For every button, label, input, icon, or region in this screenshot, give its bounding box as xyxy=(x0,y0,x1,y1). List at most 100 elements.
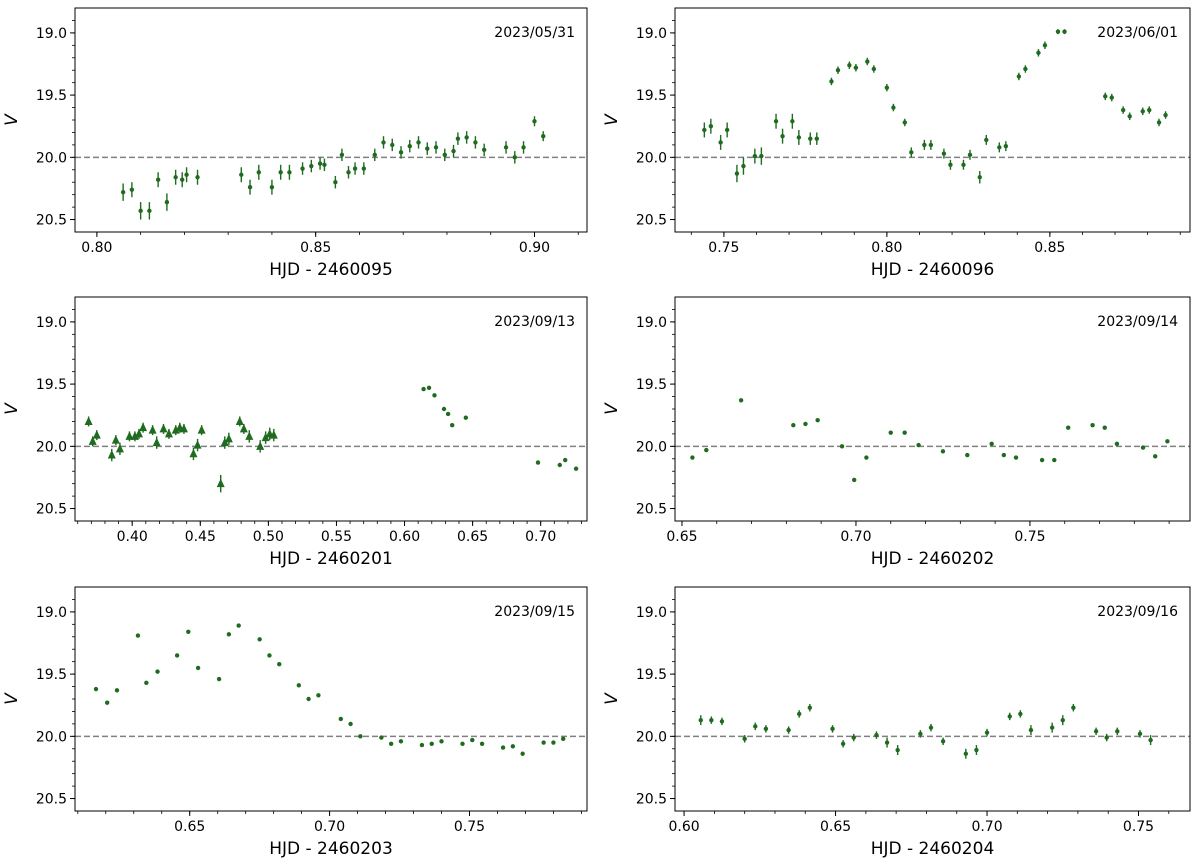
data-point xyxy=(871,66,877,72)
y-tick-label: 19.5 xyxy=(636,88,667,104)
data-point xyxy=(520,751,525,756)
data-point xyxy=(1104,735,1109,740)
data-point xyxy=(226,632,232,637)
data-point xyxy=(922,142,927,148)
data-point xyxy=(1055,29,1061,34)
data-point xyxy=(895,747,900,753)
data-point-triangle xyxy=(152,437,161,447)
data-point xyxy=(155,177,161,182)
data-point xyxy=(1036,50,1041,55)
data-point xyxy=(300,166,305,171)
data-point-triangle xyxy=(88,436,97,445)
data-point-triangle xyxy=(216,478,225,488)
y-axis-label: V xyxy=(2,402,22,415)
data-point xyxy=(797,711,802,717)
data-point xyxy=(239,172,244,177)
data-point xyxy=(257,637,262,642)
data-point xyxy=(1039,457,1045,463)
data-point xyxy=(500,745,506,750)
data-point-triangle xyxy=(115,443,124,453)
data-point xyxy=(463,415,469,420)
data-point xyxy=(780,133,785,139)
data-point xyxy=(1018,711,1023,717)
y-tick-label: 19.5 xyxy=(636,377,667,393)
data-point xyxy=(439,739,444,744)
data-point xyxy=(851,735,856,740)
data-point xyxy=(1165,439,1170,444)
data-point xyxy=(1102,425,1107,430)
data-point xyxy=(381,140,386,145)
data-point-triangle xyxy=(256,441,265,450)
data-point xyxy=(481,147,487,153)
data-point xyxy=(724,127,730,133)
data-point-triangle xyxy=(164,428,173,438)
data-point xyxy=(470,737,475,743)
data-point-triangle xyxy=(239,423,248,433)
panel-date: 2023/09/13 xyxy=(494,314,575,330)
data-point xyxy=(287,170,292,175)
data-point xyxy=(129,187,135,192)
data-point xyxy=(752,153,758,159)
data-point xyxy=(1163,112,1168,118)
x-tick-label: 0.75 xyxy=(1014,529,1045,545)
data-point xyxy=(1127,114,1132,119)
data-point-triangle xyxy=(189,448,198,458)
data-point xyxy=(573,466,579,471)
y-axis-label: V xyxy=(602,402,622,415)
x-tick-label: 0.85 xyxy=(300,240,331,256)
data-point xyxy=(348,721,353,727)
panel-date: 2023/09/14 xyxy=(1097,314,1178,330)
data-point xyxy=(407,143,412,149)
y-axis-label: V xyxy=(2,113,22,126)
data-point xyxy=(918,731,923,737)
data-point xyxy=(984,730,990,735)
data-point-triangle xyxy=(148,425,157,434)
data-point xyxy=(803,421,808,427)
data-point xyxy=(451,148,456,154)
x-tick-label: 0.60 xyxy=(669,819,700,835)
data-point xyxy=(704,447,709,453)
data-point-triangle xyxy=(135,428,143,438)
panel-0: 0.80 0.85 0.90 19.0 19.5 20.0 20.5 HJD - 246009… xyxy=(2,7,588,280)
data-point xyxy=(702,127,707,133)
data-point xyxy=(709,717,714,723)
data-point xyxy=(1120,107,1126,113)
y-tick-label: 20.5 xyxy=(36,213,67,229)
y-tick-label: 20.0 xyxy=(636,729,667,745)
y-tick-label: 19.5 xyxy=(36,377,67,393)
y-tick-label: 19.0 xyxy=(636,605,667,621)
data-point-triangle xyxy=(107,450,116,459)
data-point xyxy=(940,449,946,454)
data-point-triangle xyxy=(125,431,134,440)
data-point xyxy=(338,716,343,722)
data-point xyxy=(416,140,421,145)
data-point xyxy=(114,688,120,693)
data-point xyxy=(352,166,358,171)
x-tick-label: 0.75 xyxy=(454,819,485,835)
y-tick-label: 20.0 xyxy=(636,150,667,166)
data-point xyxy=(426,385,432,391)
x-tick-label: 0.65 xyxy=(666,529,697,545)
data-point xyxy=(247,185,253,190)
data-point xyxy=(316,693,321,698)
data-point xyxy=(510,744,516,749)
data-point xyxy=(278,170,283,175)
axes-frame xyxy=(674,296,1191,522)
x-axis-label: HJD - 2460096 xyxy=(871,260,995,280)
data-point xyxy=(541,740,546,745)
data-point xyxy=(864,455,869,460)
data-point xyxy=(1023,66,1028,72)
data-point xyxy=(398,150,404,155)
x-axis-label: HJD - 2460095 xyxy=(269,260,393,280)
data-point xyxy=(1140,109,1145,114)
data-point xyxy=(1137,731,1143,737)
data-point-triangle xyxy=(139,422,148,432)
data-point xyxy=(773,119,779,124)
x-tick-label: 0.70 xyxy=(525,529,556,545)
data-point xyxy=(180,177,185,182)
data-point xyxy=(147,208,152,214)
data-point xyxy=(309,163,314,169)
y-tick-label: 20.5 xyxy=(636,213,667,229)
data-point xyxy=(1001,452,1007,458)
